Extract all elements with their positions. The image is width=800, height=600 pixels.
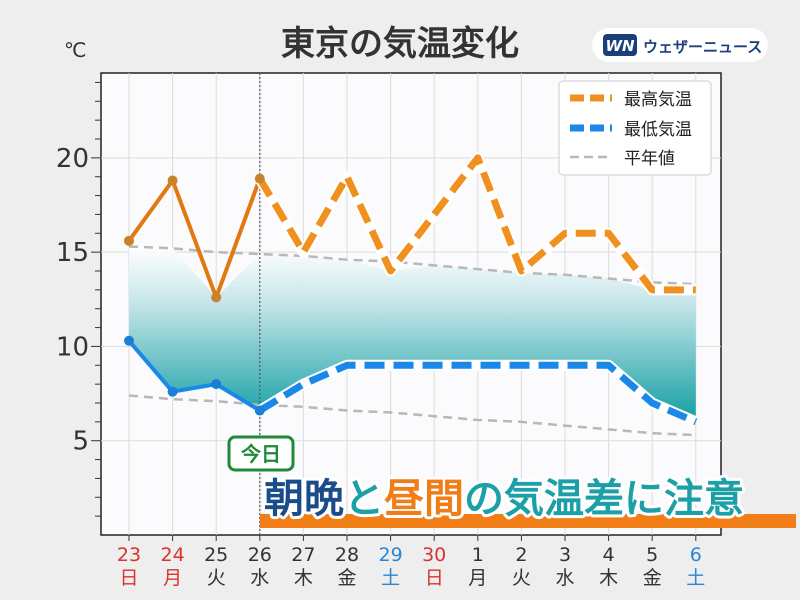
x-label-day: 25 bbox=[204, 544, 228, 566]
today-badge: 今日 bbox=[227, 435, 295, 472]
data-point-low bbox=[211, 379, 222, 390]
normal-line-high bbox=[128, 245, 696, 286]
headline-part-daytime: 昼間 bbox=[384, 476, 464, 522]
x-label-weekday: 木 bbox=[294, 567, 313, 589]
headline-part-rest: の気温差に注意 bbox=[464, 476, 744, 522]
x-label-weekday: 火 bbox=[207, 567, 226, 589]
x-label-weekday: 土 bbox=[381, 567, 400, 589]
y-tick-label: 10 bbox=[56, 332, 89, 362]
today-label: 今日 bbox=[241, 442, 281, 466]
series-line-observed-1 bbox=[127, 339, 261, 413]
series-line-forecast-0 bbox=[256, 154, 696, 294]
temperature-range-band bbox=[129, 246, 696, 422]
headline-banner: 朝晩と昼間の気温差に注意 bbox=[260, 473, 796, 528]
x-label-weekday: 金 bbox=[337, 567, 356, 589]
brand-badge: WN ウェザーニュース bbox=[592, 28, 768, 62]
legend-label-normal: 平年値 bbox=[624, 149, 675, 169]
x-label-day: 26 bbox=[248, 544, 272, 566]
data-point-high bbox=[211, 292, 222, 303]
y-axis-ticks: 5 10 15 20 bbox=[56, 81, 101, 517]
data-point-high bbox=[167, 175, 178, 186]
brand-name: ウェザーニュース bbox=[643, 38, 762, 56]
brand-logo-text: WN bbox=[605, 37, 635, 55]
y-tick-label: 5 bbox=[72, 427, 89, 457]
series-line-observed-0 bbox=[127, 177, 262, 300]
range-band-area bbox=[129, 246, 696, 422]
chart-title: 東京の気温変化 bbox=[281, 24, 519, 64]
x-label-day: 27 bbox=[291, 544, 315, 566]
x-label-weekday: 日 bbox=[119, 567, 138, 589]
legend-label-high: 最高気温 bbox=[624, 90, 692, 110]
series-lines bbox=[124, 152, 698, 427]
x-label-day: 2 bbox=[515, 544, 527, 566]
data-point-low bbox=[254, 405, 265, 416]
headline-part-and: と bbox=[344, 476, 384, 522]
x-label-weekday: 月 bbox=[468, 567, 487, 589]
y-tick-label: 15 bbox=[56, 238, 89, 268]
x-label-day: 28 bbox=[335, 544, 359, 566]
data-point-high bbox=[124, 235, 134, 246]
x-label-weekday: 火 bbox=[512, 567, 531, 589]
legend: 最高気温 最低気温 平年値 bbox=[558, 80, 712, 176]
x-label-day: 24 bbox=[161, 544, 185, 566]
x-label-day: 29 bbox=[379, 544, 403, 566]
x-label-day: 4 bbox=[603, 544, 615, 566]
x-label-day: 6 bbox=[690, 544, 702, 566]
headline-text: 朝晩と昼間の気温差に注意 bbox=[264, 476, 744, 522]
legend-label-low: 最低気温 bbox=[624, 120, 692, 140]
x-label-weekday: 月 bbox=[163, 567, 182, 589]
x-label-weekday: 水 bbox=[555, 567, 574, 589]
y-tick-label: 20 bbox=[56, 144, 89, 174]
x-label-weekday: 日 bbox=[425, 567, 444, 589]
x-label-day: 5 bbox=[646, 544, 658, 566]
data-point-low bbox=[124, 335, 134, 346]
x-label-day: 1 bbox=[472, 544, 484, 566]
normal-line-low bbox=[128, 394, 696, 437]
data-point-high bbox=[254, 173, 265, 184]
x-label-day: 23 bbox=[117, 544, 141, 566]
series-line-forecast-1 bbox=[257, 361, 698, 426]
x-label-weekday: 土 bbox=[686, 567, 705, 589]
x-label-day: 3 bbox=[559, 544, 571, 566]
headline-part-morning-evening: 朝晩 bbox=[264, 476, 344, 522]
y-axis-unit: ℃ bbox=[64, 38, 86, 62]
x-label-weekday: 木 bbox=[599, 567, 618, 589]
normal-temperature-lines bbox=[128, 245, 696, 437]
brand-logo-icon bbox=[603, 34, 637, 56]
x-label-weekday: 金 bbox=[643, 567, 662, 589]
data-point-low bbox=[167, 386, 178, 397]
x-label-day: 30 bbox=[422, 544, 446, 566]
x-label-weekday: 水 bbox=[250, 567, 269, 589]
